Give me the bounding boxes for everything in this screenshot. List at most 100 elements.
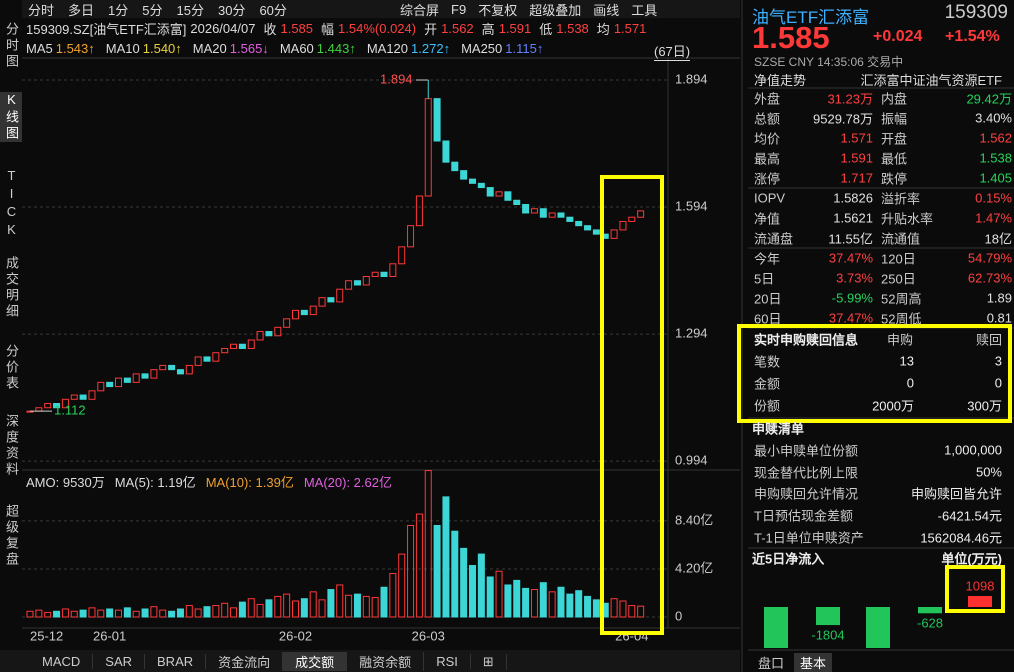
period-tab[interactable]: 15分 — [176, 2, 204, 18]
candle — [309, 305, 317, 316]
candle — [619, 220, 627, 231]
candle — [141, 373, 149, 379]
ma-item: 1.443↑ — [316, 41, 356, 56]
candle — [424, 98, 432, 197]
side-tab[interactable]: K线图 — [0, 92, 22, 142]
candle — [530, 208, 538, 214]
stat-label: IOPV — [754, 190, 786, 206]
highlight-box — [600, 175, 664, 635]
candle — [353, 280, 361, 286]
panel-tab[interactable]: 基本 — [794, 653, 833, 672]
tool-button[interactable]: 超级叠加 — [529, 2, 582, 18]
subscription-value: 0 — [994, 375, 1002, 391]
bottom-tab[interactable]: ⊞ — [471, 653, 507, 670]
period-tab[interactable]: 30分 — [217, 2, 246, 18]
stat-label: 今年 — [754, 251, 781, 267]
candle — [88, 390, 96, 400]
bottom-tab[interactable]: RSI — [424, 654, 471, 669]
stat-value: 31.23万 — [827, 91, 873, 107]
stat-label: 20日 — [754, 291, 782, 307]
candle — [637, 210, 645, 218]
bottom-tab[interactable]: SAR — [93, 654, 146, 669]
volume-bar — [238, 601, 246, 618]
quote-item: 低 — [539, 22, 553, 37]
side-tab[interactable]: 分价表 — [4, 344, 19, 392]
volume-bar — [61, 608, 69, 618]
candle — [247, 339, 255, 349]
volume-bar — [141, 608, 149, 618]
side-tab[interactable]: TICK — [4, 168, 19, 240]
ma-item: MA5 — [26, 41, 53, 56]
stat-label: 流通值 — [881, 231, 921, 247]
list-title: 申赎清单 — [752, 421, 805, 437]
period-tab[interactable]: 1分 — [108, 2, 129, 18]
volume-bar — [460, 547, 468, 618]
candle — [238, 343, 246, 349]
volume-bar — [79, 609, 87, 618]
stat-value: 1.405 — [979, 170, 1012, 186]
volume-bar — [159, 609, 167, 618]
candle — [70, 394, 78, 400]
period-tab[interactable]: 多日 — [68, 2, 95, 18]
side-tab[interactable]: 超级复盘 — [4, 504, 19, 568]
stat-label: 升贴水率 — [881, 211, 934, 227]
tool-button[interactable]: 不复权 — [478, 2, 518, 18]
candle — [168, 364, 176, 371]
stat-label: 振幅 — [881, 111, 908, 127]
volume-bar — [327, 589, 335, 618]
candle — [292, 309, 299, 320]
period-tab[interactable]: 60分 — [259, 2, 287, 18]
volume-bar — [26, 610, 34, 618]
y-tick-label: 0 — [675, 608, 682, 623]
toolbar-tools: 综合屏 F9 不复权 超级叠加 画线 工具 — [400, 0, 657, 18]
volume-bar — [115, 609, 122, 618]
bottom-tab[interactable]: 资金流向 — [206, 652, 284, 671]
tool-button[interactable]: 画线 — [593, 2, 620, 18]
candle — [176, 369, 184, 375]
candle — [265, 331, 273, 337]
candle — [194, 356, 202, 366]
tool-button[interactable]: 综合屏 — [400, 2, 440, 18]
candle — [362, 275, 370, 286]
bottom-tab[interactable]: 融资余额 — [347, 652, 425, 671]
side-tab[interactable]: 深度资料 — [4, 414, 19, 478]
bottom-tab[interactable]: MACD — [30, 654, 94, 669]
volume-bar — [221, 602, 229, 618]
stat-value: 18亿 — [984, 231, 1012, 247]
volume-bar — [522, 587, 530, 618]
quote-item: 159309.SZ[油气ETF汇添富] — [26, 22, 187, 37]
volume-legend-item: MA(20): 2.62亿 — [303, 475, 392, 490]
panel-tab[interactable]: 盘口 — [758, 656, 785, 671]
tool-button[interactable]: 工具 — [631, 2, 658, 18]
stat-value: 1.562 — [979, 130, 1012, 146]
ma-item: 1.565↓ — [229, 41, 269, 56]
candle — [345, 280, 353, 290]
stat-label: 净值 — [754, 211, 781, 227]
candle — [212, 352, 220, 362]
nav-link[interactable]: 净值走势 — [754, 73, 807, 88]
bottom-tab[interactable]: BRAR — [145, 654, 207, 669]
bottom-tab[interactable]: 成交额 — [283, 652, 348, 671]
volume-bar — [318, 599, 326, 618]
candle — [548, 212, 556, 218]
candle — [123, 377, 131, 383]
candle — [159, 364, 167, 371]
ma-item: MA20 — [192, 41, 227, 56]
candle — [398, 246, 406, 265]
period-tab[interactable]: 分时 — [28, 2, 55, 18]
period-tab[interactable]: 5分 — [142, 2, 163, 18]
netflow-bar — [816, 607, 840, 626]
side-tab[interactable]: 分时图 — [4, 22, 19, 70]
volume-bar — [539, 582, 547, 618]
candle — [584, 225, 592, 231]
list-label: 最小申赎单位份额 — [754, 443, 859, 459]
stat-value: 1.591 — [840, 150, 873, 166]
candle — [380, 271, 388, 277]
quote-item: 收 — [263, 22, 277, 37]
volume-bar — [230, 607, 238, 618]
side-tab[interactable]: 成交明细 — [4, 256, 19, 320]
candle — [557, 212, 565, 218]
tool-button[interactable]: F9 — [451, 1, 467, 17]
stat-value: 9529.78万 — [813, 111, 873, 127]
candle — [53, 403, 61, 409]
